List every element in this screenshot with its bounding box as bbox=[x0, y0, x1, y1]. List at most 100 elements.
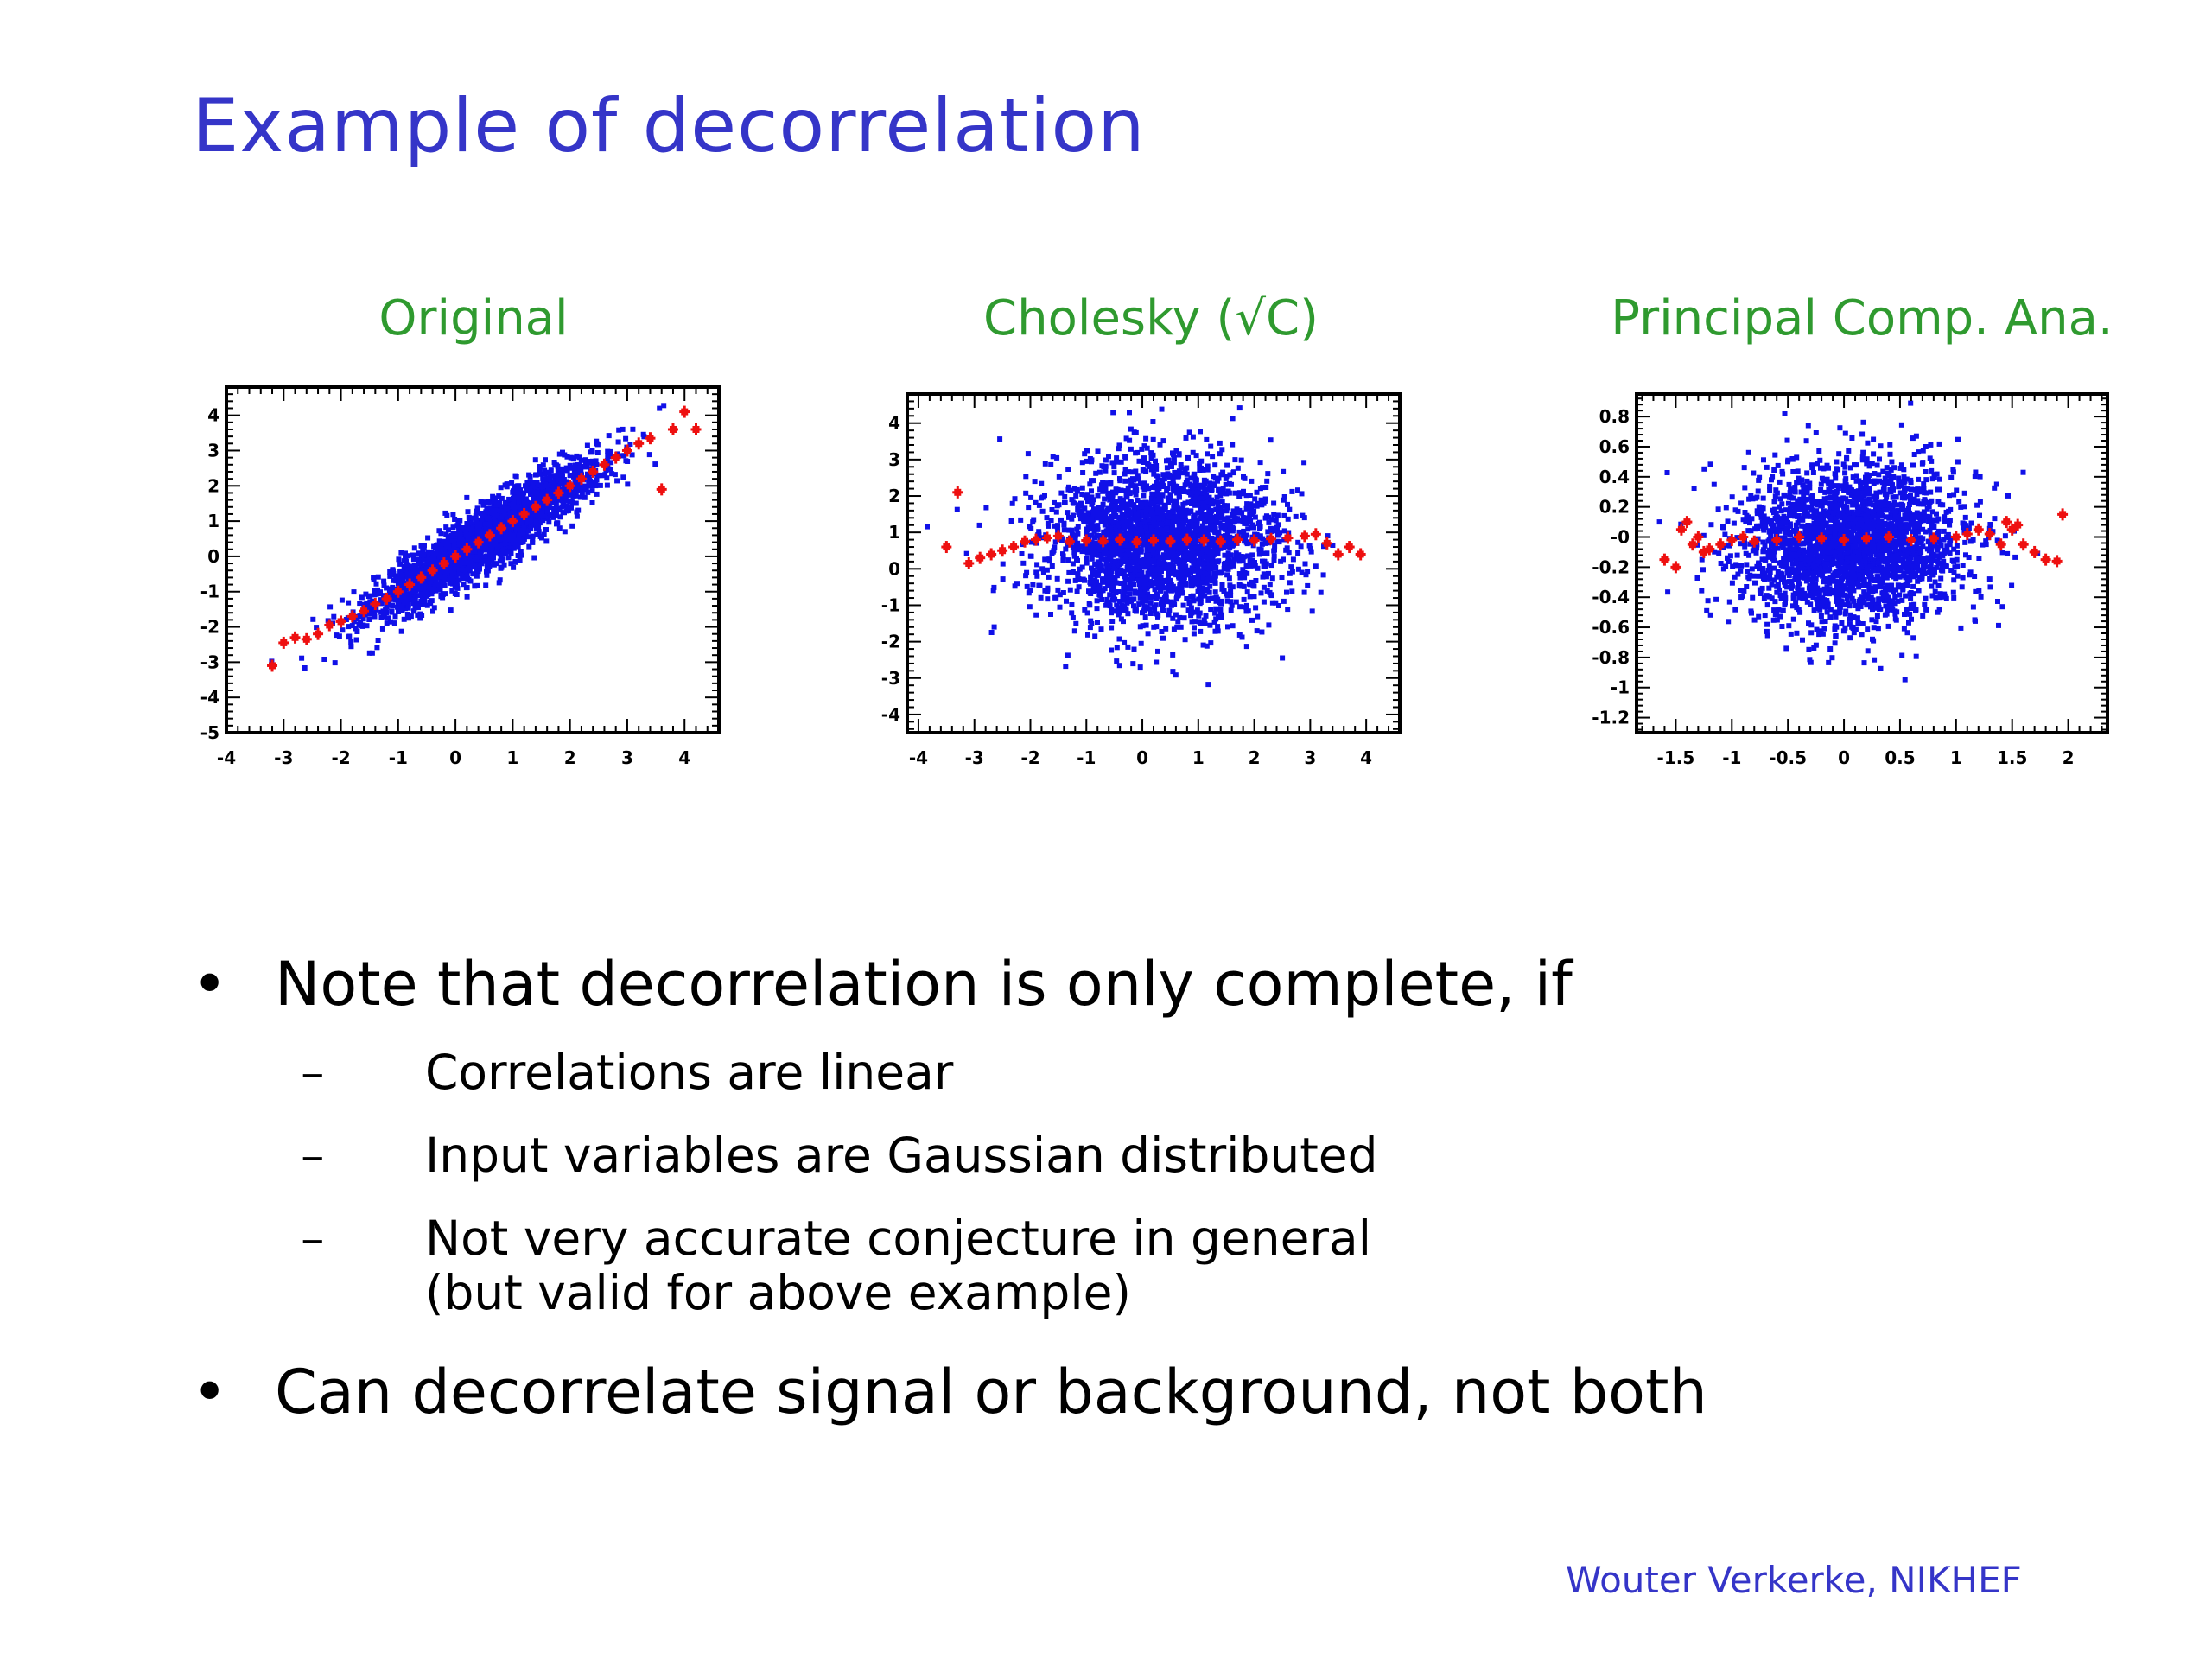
scatter-point bbox=[1073, 493, 1079, 499]
scatter-point bbox=[472, 527, 478, 533]
scatter-point bbox=[1272, 543, 1278, 549]
scatter-point bbox=[1084, 448, 1090, 454]
scatter-point bbox=[368, 605, 374, 611]
scatter-point bbox=[448, 575, 454, 582]
scatter-point bbox=[1198, 600, 1204, 605]
profile-point bbox=[575, 473, 587, 486]
scatter-point bbox=[1088, 618, 1094, 624]
scatter-point bbox=[1028, 494, 1034, 500]
scatter-point bbox=[1101, 550, 1107, 556]
y-tick-label: 1 bbox=[207, 511, 219, 531]
profile-point bbox=[313, 627, 324, 640]
scatter-point bbox=[1162, 594, 1168, 600]
scatter-point bbox=[1195, 551, 1201, 556]
scatter-point bbox=[1106, 454, 1111, 460]
scatter-point bbox=[436, 538, 442, 544]
scatter-point bbox=[462, 527, 468, 533]
scatter-point bbox=[1207, 543, 1213, 549]
scatter-point bbox=[390, 584, 396, 590]
scatter-point bbox=[1243, 602, 1249, 608]
scatter-point bbox=[1182, 554, 1188, 560]
scatter-point bbox=[513, 541, 519, 546]
scatter-point bbox=[1214, 518, 1219, 524]
scatter-point bbox=[1171, 626, 1177, 632]
scatter-point bbox=[608, 460, 614, 466]
scatter-point bbox=[1061, 522, 1067, 528]
scatter-point bbox=[407, 563, 413, 569]
scatter-point bbox=[1318, 589, 1324, 595]
panel-title-cholesky: Cholesky (√C) bbox=[983, 290, 1319, 346]
scatter-point bbox=[1260, 536, 1266, 542]
scatter-point bbox=[1114, 562, 1120, 568]
scatter-point bbox=[461, 543, 467, 549]
scatter-point bbox=[1287, 580, 1293, 586]
scatter-point bbox=[572, 471, 578, 477]
scatter-point bbox=[1075, 547, 1081, 553]
scatter-point bbox=[1066, 514, 1071, 520]
scatter-point bbox=[1266, 519, 1272, 525]
scatter-point bbox=[1256, 525, 1262, 531]
scatter-point bbox=[1069, 602, 1075, 607]
scatter-point bbox=[1200, 569, 1205, 575]
scatter-point bbox=[1052, 499, 1057, 505]
scatter-point bbox=[1123, 435, 1129, 442]
scatter-point bbox=[1308, 549, 1314, 555]
scatter-point bbox=[434, 571, 440, 577]
scatter-point bbox=[423, 593, 429, 599]
scatter-point bbox=[1159, 596, 1165, 602]
scatter-point bbox=[1150, 530, 1156, 536]
x-tick-label: 0 bbox=[449, 747, 461, 768]
scatter-point bbox=[1112, 506, 1118, 512]
scatter-point bbox=[627, 442, 633, 447]
scatter-point bbox=[467, 558, 474, 564]
scatter-point bbox=[1188, 613, 1194, 619]
scatter-point bbox=[483, 499, 489, 505]
scatter-point bbox=[1098, 564, 1104, 570]
scatter-point bbox=[1200, 500, 1205, 506]
scatter-point bbox=[493, 541, 499, 547]
scatter-point bbox=[1195, 545, 1201, 551]
scatter-point bbox=[1273, 600, 1279, 606]
scatter-point bbox=[1133, 492, 1139, 498]
scatter-point bbox=[550, 479, 556, 485]
scatter-point bbox=[544, 508, 550, 514]
x-tick-label: 2 bbox=[564, 747, 576, 768]
scatter-point bbox=[1176, 550, 1182, 556]
scatter-point bbox=[1188, 605, 1194, 611]
scatter-point bbox=[1131, 582, 1137, 588]
scatter-point bbox=[1118, 552, 1124, 558]
scatter-point bbox=[1236, 632, 1243, 638]
scatter-point bbox=[1157, 576, 1163, 582]
scatter-point bbox=[464, 521, 470, 526]
scatter-point bbox=[1166, 457, 1172, 463]
scatter-point bbox=[493, 507, 499, 513]
scatter-point bbox=[1211, 619, 1217, 625]
scatter-point bbox=[1285, 516, 1291, 522]
scatter-point bbox=[480, 502, 486, 508]
scatter-point bbox=[1173, 672, 1179, 678]
scatter-point bbox=[1199, 547, 1205, 553]
scatter-point bbox=[1121, 590, 1127, 595]
scatter-point bbox=[366, 650, 372, 656]
scatter-point bbox=[1100, 480, 1106, 486]
scatter-point bbox=[425, 549, 431, 555]
scatter-point bbox=[1118, 459, 1124, 465]
scatter-point bbox=[1203, 478, 1209, 484]
scatter-point bbox=[511, 545, 517, 551]
scatter-point bbox=[1202, 481, 1208, 487]
scatter-point bbox=[1170, 652, 1176, 658]
scatter-point bbox=[449, 538, 455, 544]
scatter-point bbox=[1009, 500, 1015, 506]
scatter-point bbox=[1008, 518, 1014, 524]
scatter-point bbox=[1141, 460, 1147, 465]
scatter-point bbox=[1153, 602, 1159, 608]
scatter-point bbox=[1148, 512, 1154, 518]
scatter-point bbox=[1117, 505, 1123, 511]
scatter-point bbox=[359, 623, 365, 629]
scatter-point bbox=[1120, 557, 1126, 563]
scatter-point bbox=[443, 543, 449, 550]
scatter-point bbox=[1027, 604, 1033, 610]
profile-point bbox=[656, 483, 667, 496]
scatter-point bbox=[1116, 546, 1122, 552]
scatter-point bbox=[1122, 603, 1128, 609]
